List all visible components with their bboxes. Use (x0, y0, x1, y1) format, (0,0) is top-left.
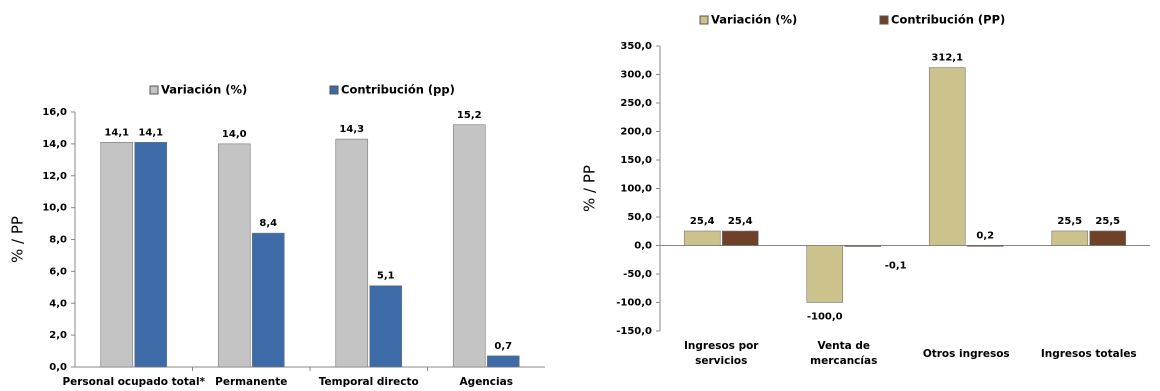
y-tick-label: -150,0 (616, 326, 652, 337)
bar (1089, 230, 1127, 246)
value-label: -100,0 (807, 312, 843, 323)
value-label: 14,1 (138, 127, 163, 138)
y-tick-label: 100,0 (620, 184, 652, 195)
legend-label: Variación (%) (161, 83, 247, 97)
bar (251, 232, 285, 368)
legend-swatch (329, 85, 339, 95)
x-tick-label: Permanente (215, 376, 287, 388)
value-label: 0,2 (976, 230, 994, 241)
y-tick-label: 12,0 (42, 171, 67, 182)
bar (452, 124, 486, 368)
value-label: 5,1 (377, 271, 395, 282)
y-tick-label: 250,0 (620, 98, 652, 109)
legend-swatch (699, 15, 709, 25)
x-tick-label: Otros ingresos (923, 348, 1010, 360)
bar (928, 67, 966, 246)
x-tick-label: Temporal directo (319, 376, 419, 388)
bar (966, 245, 1004, 247)
y-tick-label: 0,0 (634, 241, 652, 252)
value-label: 25,4 (690, 216, 715, 227)
y-tick-label: 6,0 (49, 266, 67, 277)
y-axis-label: % / PP (581, 165, 599, 212)
y-tick-label: 14,0 (42, 139, 67, 150)
value-label: 14,0 (222, 129, 247, 140)
legend-swatch (149, 85, 159, 95)
value-label: 25,5 (1095, 216, 1120, 227)
y-tick-label: 150,0 (620, 155, 652, 166)
bar (806, 245, 844, 303)
value-label: 15,2 (457, 110, 482, 121)
legend-label: Variación (%) (711, 13, 797, 27)
bar (683, 230, 721, 246)
x-tick-label: Agencias (460, 376, 513, 388)
y-tick-label: 2,0 (49, 330, 67, 341)
bar (217, 143, 251, 368)
y-tick-label: 4,0 (49, 298, 67, 309)
y-tick-label: 350,0 (620, 41, 652, 52)
y-tick-label: 16,0 (42, 107, 67, 118)
bar (721, 230, 759, 246)
y-tick-label: 0,0 (49, 362, 67, 373)
x-tick-label: Ingresos totales (1041, 348, 1137, 360)
x-tick-label: Ingresos por servicios (684, 340, 759, 367)
x-tick-label: Personal ocupado total* (62, 376, 205, 388)
legend-label: Contribución (pp) (341, 83, 455, 97)
legend-label: Contribución (PP) (891, 13, 1005, 27)
y-tick-label: 200,0 (620, 127, 652, 138)
y-tick-label: 8,0 (49, 235, 67, 246)
y-tick-label: -100,0 (616, 298, 652, 309)
legend-swatch (879, 15, 889, 25)
value-label: 25,4 (728, 216, 753, 227)
value-label: 14,1 (104, 127, 129, 138)
bar (1051, 230, 1089, 246)
value-label: -0,1 (885, 261, 907, 272)
value-label: 14,3 (339, 124, 364, 135)
value-label: 0,7 (494, 341, 512, 352)
bar (844, 245, 882, 247)
bar (100, 141, 134, 368)
x-tick-label: Venta de mercancías (810, 340, 877, 367)
bar (486, 355, 520, 368)
y-tick-label: -50,0 (623, 269, 652, 280)
value-label: 8,4 (259, 218, 277, 229)
y-tick-label: 50,0 (627, 212, 652, 223)
value-label: 312,1 (931, 53, 963, 64)
y-axis-label: % / PP (9, 216, 27, 263)
y-tick-label: 10,0 (42, 203, 67, 214)
value-label: 25,5 (1057, 216, 1082, 227)
bar (335, 138, 369, 368)
bar (369, 285, 403, 368)
bar (134, 141, 168, 368)
y-tick-label: 300,0 (620, 70, 652, 81)
